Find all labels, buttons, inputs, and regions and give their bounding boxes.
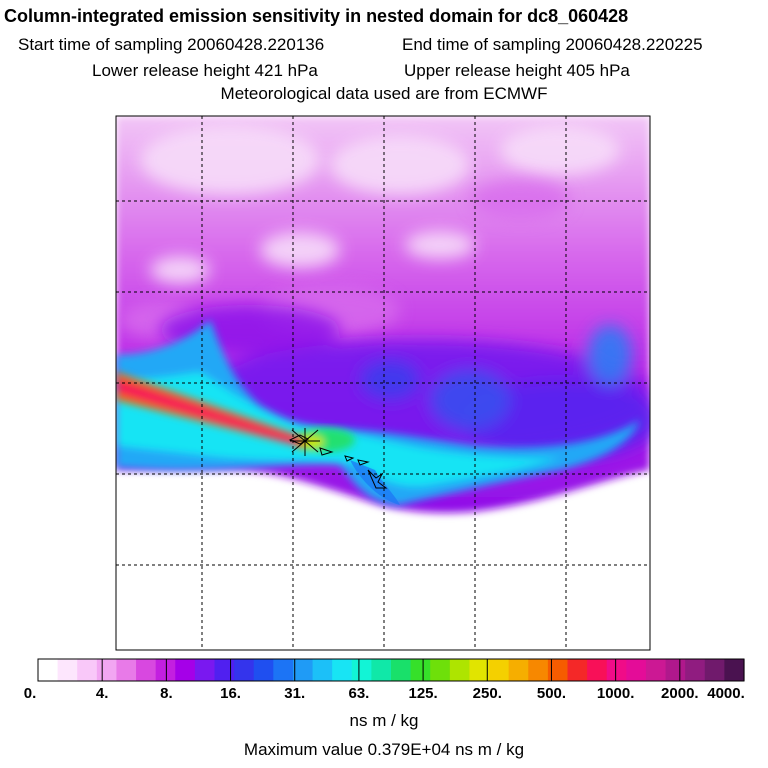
colorbar-tick-label: 1000. — [596, 685, 635, 702]
colorbar-tick-label: 4. — [95, 685, 109, 702]
colorbar-swatch — [136, 659, 157, 681]
colorbar-swatch — [508, 659, 529, 681]
colorbar-tick-label: 0. — [23, 685, 37, 702]
lower-release-height-label: Lower release height 421 hPa — [92, 61, 318, 80]
colorbar-units: ns m / kg — [349, 711, 419, 730]
colorbar-swatch — [469, 659, 490, 681]
colorbar-swatch — [273, 659, 294, 681]
colorbar-swatch — [116, 659, 137, 681]
colorbar-swatch — [704, 659, 725, 681]
colorbar-swatch — [449, 659, 471, 681]
colorbar-swatch — [606, 659, 627, 681]
colorbar-tick-label: 16. — [220, 685, 241, 702]
colorbar-tick-label: 4000. — [707, 685, 745, 702]
colorbar-swatch — [665, 659, 686, 681]
colorbar-swatch — [391, 659, 412, 681]
start-time-label: Start time of sampling 20060428.220136 — [18, 35, 325, 54]
colorbar-swatch — [77, 659, 98, 681]
colorbar-swatch — [194, 659, 216, 681]
colorbar-swatch — [332, 659, 353, 681]
colorbar-swatch — [587, 659, 608, 681]
release-marker — [288, 428, 388, 489]
plot-title: Column-integrated emission sensitivity i… — [4, 6, 629, 26]
colorbar — [38, 659, 745, 681]
colorbar-swatch — [155, 659, 176, 681]
colorbar-tick-label: 31. — [284, 685, 306, 702]
colorbar-swatch — [371, 659, 392, 681]
colorbar-swatch — [214, 659, 235, 681]
colorbar-swatch — [410, 659, 431, 681]
upper-release-height-label: Upper release height 405 hPa — [404, 61, 630, 80]
colorbar-tick-label: 125. — [408, 685, 438, 702]
colorbar-swatch — [430, 659, 451, 681]
colorbar-swatch — [351, 659, 372, 681]
colorbar-swatch — [645, 659, 667, 681]
colorbar-swatch — [626, 659, 647, 681]
colorbar-swatch — [253, 659, 274, 681]
colorbar-tick-label: 2000. — [661, 685, 699, 702]
meteorological-data-label: Meteorological data used are from ECMWF — [220, 84, 548, 103]
colorbar-swatch — [489, 659, 510, 681]
colorbar-swatch — [567, 659, 588, 681]
colorbar-frame — [37, 658, 745, 682]
end-time-label: End time of sampling 20060428.220225 — [402, 35, 703, 54]
colorbar-swatch — [57, 659, 78, 681]
colorbar-swatch — [312, 659, 333, 681]
colorbar-tick-label: 500. — [536, 685, 567, 702]
colorbar-swatch — [96, 659, 118, 681]
colorbar-tick-label: 63. — [348, 685, 370, 702]
colorbar-tick-label: 8. — [160, 685, 173, 702]
plot-frame — [115, 115, 651, 651]
colorbar-swatch — [685, 659, 706, 681]
colorbar-swatch — [175, 659, 196, 681]
colorbar-swatch — [234, 659, 255, 681]
colorbar-swatch — [528, 659, 549, 681]
colorbar-swatch — [547, 659, 569, 681]
colorbar-swatch — [724, 659, 745, 681]
maximum-value-label: Maximum value 0.379E+04 ns m / kg — [243, 740, 525, 759]
colorbar-tick-label: 250. — [472, 685, 502, 702]
colorbar-swatch — [292, 659, 314, 681]
map-grid — [116, 116, 650, 650]
colorbar-swatch — [38, 659, 59, 681]
